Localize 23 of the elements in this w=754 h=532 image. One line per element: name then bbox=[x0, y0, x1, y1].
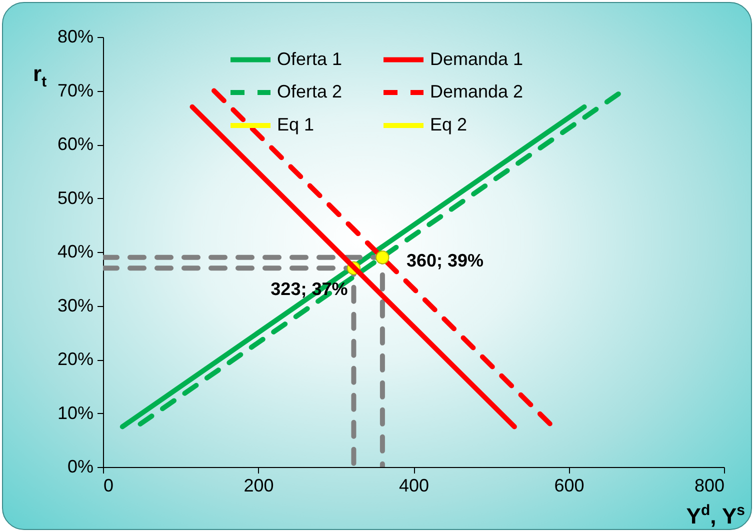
y-tick-label: 30% bbox=[57, 295, 94, 316]
legend-label: Oferta 1 bbox=[277, 48, 342, 69]
x-tick-label: 0 bbox=[104, 476, 114, 496]
x-tick-label: 600 bbox=[554, 476, 584, 496]
legend-label: Oferta 2 bbox=[277, 82, 342, 102]
y-tick-label: 80% bbox=[57, 26, 94, 46]
y-tick-label: 60% bbox=[57, 134, 94, 154]
annotation: 360; 39% bbox=[406, 250, 484, 270]
y-tick-label: 20% bbox=[57, 349, 94, 369]
legend-label: Demanda 1 bbox=[430, 48, 524, 69]
y-tick-label: 0% bbox=[67, 456, 94, 476]
x-tick-label: 200 bbox=[244, 476, 274, 496]
x-axis-title: Y$^{d}$, Y$^{s}$ bbox=[686, 502, 745, 528]
x-tick-label: 800 bbox=[694, 476, 724, 496]
y-tick-label: 50% bbox=[57, 188, 94, 208]
y-tick-label: 40% bbox=[57, 242, 94, 262]
y-tick-label: 10% bbox=[57, 402, 94, 423]
y-tick-label: 70% bbox=[57, 80, 94, 100]
legend-label: Eq 1 bbox=[277, 114, 314, 134]
x-tick-label: 400 bbox=[398, 476, 430, 496]
y-axis-title: r$_{t}$ bbox=[33, 61, 47, 90]
legend-label: Eq 2 bbox=[430, 114, 468, 134]
legend-label: Demanda 2 bbox=[430, 82, 524, 102]
